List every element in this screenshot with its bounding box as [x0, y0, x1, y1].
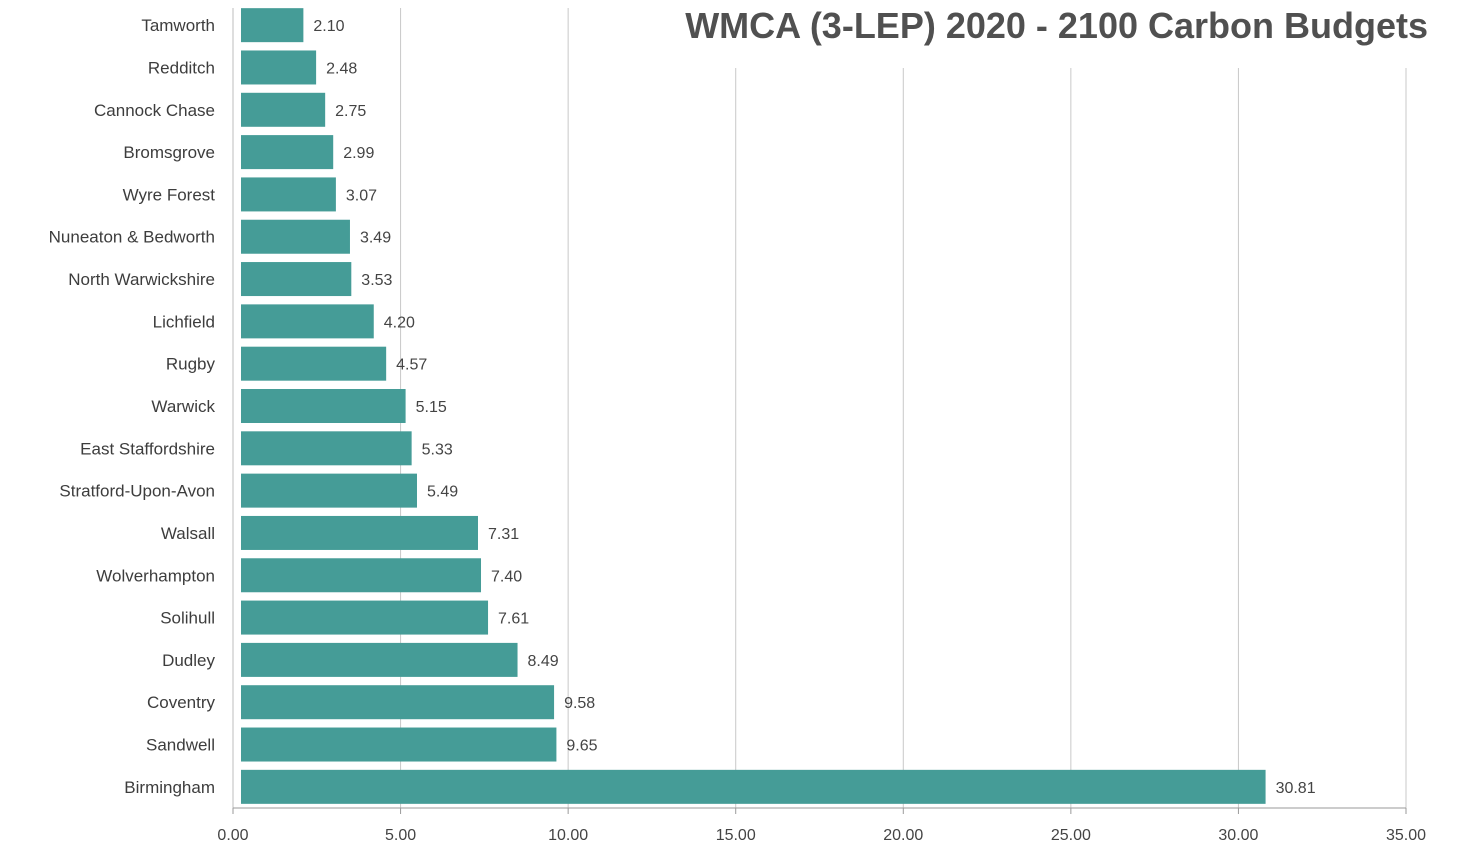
category-label: Bromsgrove — [123, 143, 215, 162]
bar — [241, 346, 387, 381]
value-label: 5.33 — [422, 441, 453, 458]
category-label: Tamworth — [141, 16, 215, 35]
value-label: 4.57 — [396, 357, 427, 374]
bar — [241, 177, 336, 212]
category-label: Warwick — [151, 397, 215, 416]
value-label: 7.61 — [498, 611, 529, 628]
bar — [241, 600, 489, 635]
bar — [241, 642, 518, 677]
value-label: 3.07 — [346, 187, 377, 204]
category-label: Rugby — [166, 355, 216, 374]
value-label: 4.20 — [384, 314, 415, 331]
x-tick-label: 30.00 — [1218, 827, 1258, 844]
value-label: 3.53 — [361, 272, 392, 289]
x-tick-label: 15.00 — [716, 827, 756, 844]
category-label: North Warwickshire — [68, 270, 215, 289]
bar — [241, 685, 555, 720]
x-tick-label: 5.00 — [385, 827, 416, 844]
bar — [241, 219, 350, 254]
value-label: 30.81 — [1276, 780, 1316, 797]
gridlines — [400, 8, 1407, 808]
bar — [241, 473, 417, 508]
category-label: Sandwell — [146, 736, 215, 755]
value-label: 8.49 — [528, 653, 559, 670]
bar — [241, 769, 1266, 804]
category-label: Stratford-Upon-Avon — [59, 482, 215, 501]
bar — [241, 727, 557, 762]
x-tick-label: 10.00 — [548, 827, 588, 844]
value-label: 9.58 — [564, 695, 595, 712]
bars — [241, 8, 1266, 804]
category-labels: Tamworth Redditch Cannock Chase Bromsgrove W… — [49, 16, 216, 797]
bar — [241, 262, 352, 297]
x-axis-ticks: 0.00 5.00 10.00 15.00 20.00 25.00 30.00 35.00 — [217, 808, 1426, 844]
value-label: 2.48 — [326, 60, 357, 77]
value-label: 7.31 — [488, 526, 519, 543]
value-label: 5.15 — [416, 399, 447, 416]
category-label: Wyre Forest — [123, 185, 216, 204]
category-label: Birmingham — [124, 778, 215, 797]
bar — [241, 8, 304, 43]
bar — [241, 135, 334, 170]
x-tick-label: 35.00 — [1386, 827, 1426, 844]
category-label: Cannock Chase — [94, 101, 215, 120]
value-label: 5.49 — [427, 484, 458, 501]
value-label: 2.99 — [343, 145, 374, 162]
category-label: Coventry — [147, 693, 216, 712]
value-label: 9.65 — [566, 738, 597, 755]
category-label: Wolverhampton — [96, 566, 215, 585]
category-label: East Staffordshire — [80, 439, 215, 458]
category-label: Dudley — [162, 651, 215, 670]
bar — [241, 515, 478, 550]
bar — [241, 558, 482, 593]
x-tick-label: 0.00 — [217, 827, 248, 844]
value-labels: 2.10 2.48 2.75 2.99 3.07 3.49 3.53 4.20 4.57 5.15… — [313, 18, 1315, 797]
bar — [241, 389, 406, 423]
bar — [241, 50, 317, 85]
bar — [241, 304, 374, 339]
category-label: Solihull — [160, 609, 215, 628]
value-label: 3.49 — [360, 230, 391, 247]
bar — [241, 92, 326, 127]
category-label: Nuneaton & Bedworth — [49, 228, 215, 247]
value-label: 7.40 — [491, 568, 522, 585]
bar — [241, 431, 412, 466]
category-label: Lichfield — [153, 312, 215, 331]
value-label: 2.10 — [313, 18, 344, 35]
x-tick-label: 25.00 — [1051, 827, 1091, 844]
chart-title: WMCA (3-LEP) 2020 - 2100 Carbon Budgets — [685, 5, 1428, 46]
category-label: Walsall — [161, 524, 215, 543]
value-label: 2.75 — [335, 103, 366, 120]
category-label: Redditch — [148, 58, 215, 77]
x-tick-label: 20.00 — [883, 827, 923, 844]
